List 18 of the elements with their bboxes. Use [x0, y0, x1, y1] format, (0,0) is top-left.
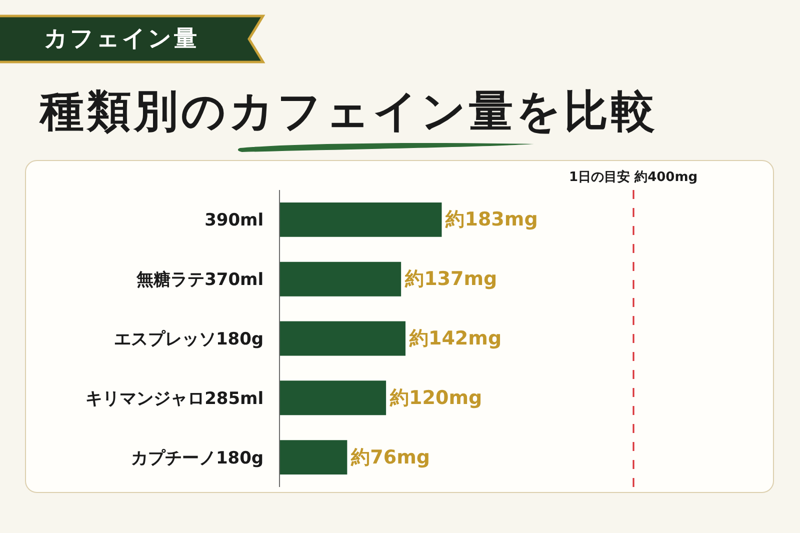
data-label: 約120mg: [389, 386, 482, 409]
bar: [280, 202, 442, 237]
data-label: 約137mg: [404, 268, 498, 290]
bar: [280, 440, 348, 475]
y-tick-label: カプチーノ180g: [130, 448, 264, 468]
y-tick-label: キリマンジャロ285ml: [86, 388, 264, 409]
data-label: 約76mg: [350, 446, 430, 468]
ref-line-label: 1日の目安 約400mg: [569, 169, 698, 185]
y-tick-label: エスプレッソ180g: [114, 329, 264, 350]
data-label: 約183mg: [444, 208, 538, 231]
text: カフェイン量: [44, 25, 199, 54]
y-tick-label: 無糖ラテ370ml: [136, 270, 264, 290]
bar: [280, 380, 386, 416]
bar: [280, 321, 406, 356]
bar: [280, 262, 402, 296]
y-tick-label: 390ml: [204, 210, 264, 231]
chart-title: 種類別のカフェイン量を比較: [40, 85, 658, 139]
data-label: 約142mg: [408, 328, 502, 350]
